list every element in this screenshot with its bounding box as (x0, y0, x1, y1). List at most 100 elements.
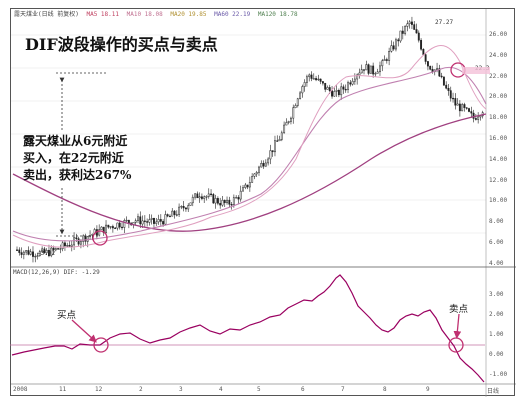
buy-point-label: 买点 (57, 310, 77, 321)
candle-body (52, 247, 55, 251)
candle-body (333, 91, 336, 97)
candle-body (340, 86, 343, 96)
candle-body (251, 176, 254, 183)
candle-body (461, 104, 464, 112)
candle-body (200, 196, 203, 199)
candle-body (150, 217, 153, 220)
chart-legend: 露天煤业(日线 前复权) MA5 18.11 MA10 18.08 MA20 1… (14, 11, 298, 19)
candle-body (187, 205, 190, 210)
date-tick-label: 9 (426, 386, 430, 393)
macd-tick-label: 2.00 (489, 311, 504, 318)
candle-body (57, 248, 60, 250)
candle-body (203, 196, 206, 199)
candle-body (424, 54, 427, 62)
candle-body (118, 222, 121, 228)
price-tick-label: 26.00 (489, 31, 508, 38)
candle-body (395, 39, 397, 50)
candle-body (285, 122, 288, 126)
ma-mid-line (12, 66, 487, 242)
price-tick-label: 8.00 (489, 218, 504, 226)
price-tick-label: 20.00 (489, 93, 508, 101)
candle-body (244, 184, 247, 188)
candle-body (426, 61, 429, 67)
candle-body (180, 206, 183, 208)
candle-body (198, 196, 201, 199)
candle-body (91, 234, 94, 236)
annotation-text: 露天煤业从6元附近 买入，在22元附近 卖出，获利达267% (23, 133, 131, 184)
candle-body (278, 139, 281, 142)
candle-body (184, 207, 187, 210)
candle-body (413, 24, 416, 30)
candle-body (61, 242, 64, 249)
candle-body (84, 235, 87, 242)
candle-body (246, 184, 249, 188)
candle-body (196, 193, 199, 199)
candle-body (242, 187, 244, 192)
candle-body (116, 222, 119, 229)
candle-body (417, 32, 420, 41)
candle-body (363, 69, 365, 71)
price-tick-label: 4.00 (489, 259, 504, 267)
candle-body (207, 193, 210, 197)
candle-body (169, 215, 171, 218)
candle-body (369, 65, 372, 74)
candle-body (155, 221, 158, 224)
candle-body (274, 140, 276, 153)
candle-body (159, 219, 162, 222)
candle-body (32, 251, 34, 257)
candle-body (477, 116, 480, 120)
candle-body (16, 249, 18, 251)
candle-body (344, 88, 347, 91)
annotation-line-1: 露天煤业从6元附近 (23, 134, 128, 148)
candle-body (111, 226, 114, 229)
macd-legend: MACD(12,26,9) DIF: -1.29 (13, 269, 100, 276)
candle-body (292, 107, 295, 119)
candle-body (324, 82, 327, 90)
candle-body (296, 98, 299, 106)
sell-price-marker: 22.3 (475, 65, 490, 72)
candle-body (20, 252, 23, 255)
candle-body (299, 92, 302, 100)
candle-body (239, 190, 242, 200)
sell-point-label: 卖点 (449, 304, 469, 315)
candle-body (36, 255, 39, 257)
candle-body (123, 220, 126, 228)
candle-body (95, 229, 98, 236)
candle-body (374, 73, 377, 75)
candle-body (406, 23, 409, 27)
candle-body (98, 229, 101, 236)
candle-body (283, 124, 286, 134)
candle-body (210, 193, 212, 195)
candle-body (175, 214, 178, 216)
date-tick-label: 2008 (13, 386, 28, 393)
candle-body (205, 196, 208, 198)
candle-body (335, 89, 338, 92)
ma-short-line (12, 45, 487, 248)
candle-body (436, 68, 439, 71)
candle-body (216, 198, 219, 204)
candle-body (146, 221, 149, 223)
date-tick-label: 12 (95, 386, 103, 393)
candle-body (137, 216, 139, 221)
candle-body (367, 64, 370, 74)
candle-body (276, 140, 279, 142)
candle-body (191, 196, 194, 204)
candle-body (38, 251, 41, 256)
candle-body (173, 210, 176, 215)
candle-body (410, 21, 413, 25)
price-chart (11, 9, 516, 397)
candle-body (401, 30, 404, 34)
candle-body (214, 198, 217, 204)
candle-body (301, 86, 304, 94)
candle-body (342, 86, 345, 90)
candle-body (45, 249, 48, 254)
high-price-marker: 27.27 (435, 19, 454, 26)
date-tick-label: 4 (219, 386, 223, 393)
candle-body (312, 78, 315, 80)
price-grid (11, 34, 486, 234)
legend-ma120: MA120 18.78 (257, 11, 298, 18)
candle-body (93, 229, 96, 235)
candle-body (107, 224, 110, 228)
candle-body (226, 199, 228, 204)
candle-body (219, 203, 222, 206)
